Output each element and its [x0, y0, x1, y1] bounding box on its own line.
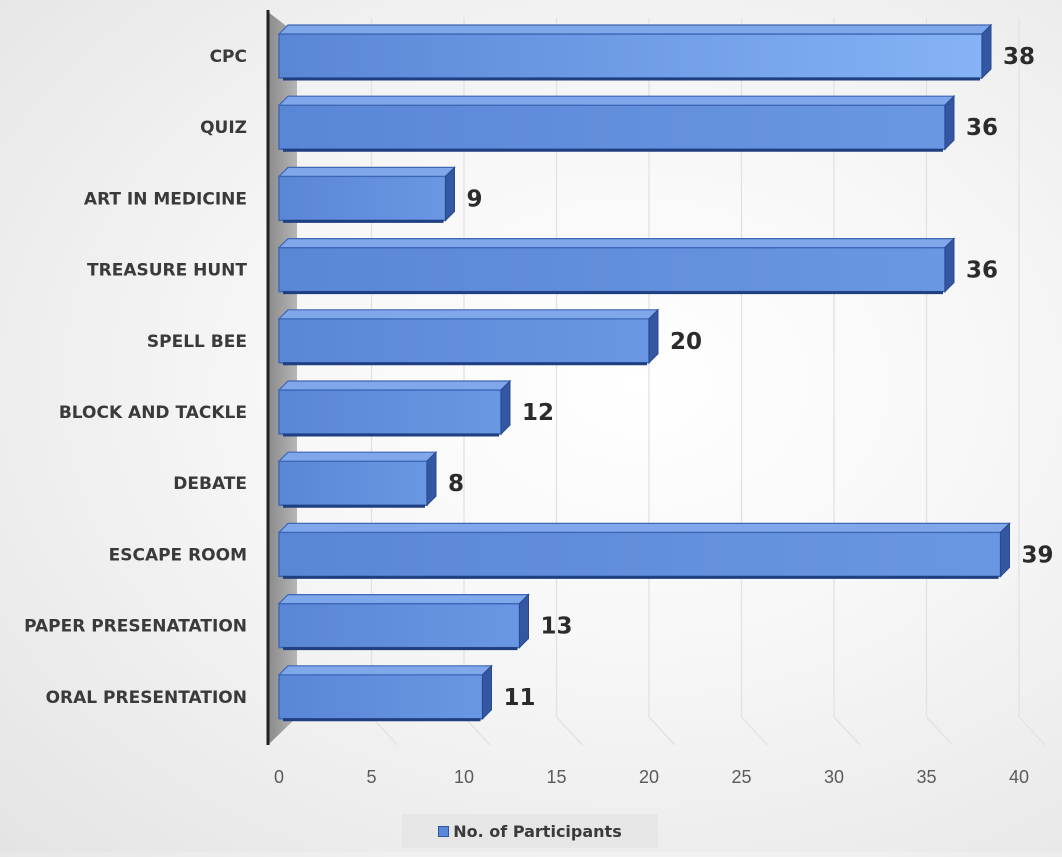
- bar-side: [482, 664, 492, 721]
- data-label: 9: [467, 186, 483, 212]
- category-label: ESCAPE ROOM: [109, 545, 247, 565]
- gridline-floor: [1018, 716, 1046, 746]
- category-label: ORAL PRESENTATION: [46, 688, 247, 708]
- bar-side: [445, 166, 455, 222]
- bar-top: [277, 95, 956, 106]
- bar-top: [277, 238, 956, 249]
- bar-top: [277, 593, 530, 605]
- category-label: PAPER PRESENATATION: [24, 617, 247, 637]
- bar-top: [277, 166, 456, 177]
- bar-front: [278, 674, 484, 720]
- data-label: 36: [966, 258, 998, 284]
- bar-front: [278, 531, 1002, 578]
- x-tick-label: 10: [454, 767, 474, 787]
- bar-side: [648, 308, 659, 365]
- bar-top: [277, 309, 660, 320]
- x-tick-label: 15: [546, 767, 566, 787]
- x-tick-label: 0: [274, 767, 284, 787]
- data-label: 11: [504, 685, 536, 711]
- category-label: QUIZ: [200, 118, 247, 138]
- category-label: TREASURE HUNT: [87, 261, 247, 281]
- bar-top: [277, 451, 438, 462]
- gridline-floor: [741, 716, 768, 746]
- gridline-floor: [463, 716, 491, 746]
- bar-front: [278, 246, 946, 293]
- x-tick-label: 30: [824, 767, 844, 787]
- legend-swatch: [438, 825, 450, 837]
- category-label: DEBATE: [173, 474, 247, 494]
- data-label: 39: [1022, 542, 1054, 568]
- data-label: 12: [522, 400, 554, 426]
- data-label: 8: [448, 471, 464, 497]
- category-label: SPELL BEE: [147, 332, 247, 352]
- bar-front: [278, 33, 983, 79]
- gridline-floor: [833, 716, 861, 746]
- bar-side: [500, 379, 511, 436]
- category-label: ART IN MEDICINE: [84, 189, 247, 209]
- data-label: 36: [966, 115, 998, 141]
- x-tick-label: 5: [366, 767, 376, 787]
- bar-side: [426, 450, 437, 507]
- x-tick-label: 20: [639, 767, 659, 787]
- data-label: 38: [1003, 44, 1035, 70]
- bar-top: [277, 522, 1011, 534]
- legend-label: No. of Participants: [453, 821, 622, 841]
- bar-side: [1000, 522, 1010, 578]
- data-label: 13: [541, 614, 573, 640]
- bar-top: [277, 380, 512, 391]
- bar-top: [277, 665, 493, 676]
- bar-front: [278, 460, 428, 506]
- category-label: CPC: [210, 47, 247, 67]
- bar-front: [278, 318, 650, 364]
- bar-front: [278, 602, 521, 649]
- x-tick-label: 40: [1009, 767, 1029, 787]
- gridline-floor: [648, 716, 676, 746]
- bar-side: [519, 593, 529, 649]
- bar-side: [944, 237, 955, 293]
- legend: No. of Participants: [402, 814, 658, 848]
- bar-front: [278, 389, 502, 435]
- x-tick-label: 35: [916, 767, 936, 787]
- gridline-floor: [926, 716, 953, 746]
- gridline-floor: [556, 716, 583, 746]
- gridline-floor: [371, 716, 398, 746]
- bar-front: [278, 104, 946, 150]
- x-tick-label: 25: [731, 767, 751, 787]
- bar-side: [944, 94, 955, 151]
- bar-top: [277, 24, 993, 35]
- data-label: 20: [670, 329, 702, 355]
- bar-side: [981, 23, 992, 80]
- bar-front: [278, 175, 447, 222]
- category-label: BLOCK AND TACKLE: [59, 403, 247, 423]
